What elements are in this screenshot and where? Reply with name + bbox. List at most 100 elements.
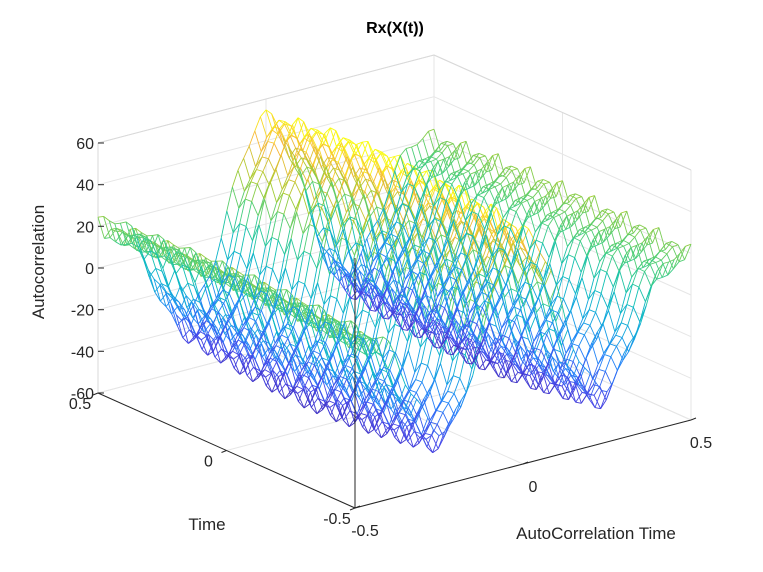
mesh-line (470, 320, 478, 325)
mesh-line (463, 324, 470, 334)
mesh-line (367, 267, 375, 276)
mesh-line (365, 178, 372, 191)
mesh-line (440, 331, 448, 354)
mesh-line (391, 393, 398, 401)
mesh-line (544, 270, 552, 286)
mesh-line (626, 304, 634, 308)
mesh-line (452, 261, 460, 277)
mesh-line (542, 225, 549, 244)
mesh-line (431, 296, 438, 313)
mesh-line (331, 339, 339, 358)
mesh-line (420, 328, 427, 338)
mesh-line (164, 291, 172, 304)
mesh-line (516, 225, 523, 244)
mesh-line (610, 356, 618, 371)
mesh-line (544, 304, 552, 320)
mesh-line (423, 193, 431, 206)
mesh-line (503, 219, 510, 224)
mesh-line (182, 254, 190, 268)
mesh-line (326, 363, 335, 386)
mesh-line (447, 143, 454, 147)
mesh-line (439, 258, 447, 269)
mesh-line (292, 372, 300, 389)
mesh-line (345, 167, 354, 185)
mesh-line (313, 304, 319, 306)
mesh-line (434, 346, 440, 349)
mesh-line (536, 179, 544, 189)
mesh-line (617, 359, 624, 371)
mesh-line (539, 198, 547, 221)
mesh-line (278, 307, 286, 312)
mesh-line (486, 235, 493, 253)
mesh-line (375, 302, 382, 312)
mesh-line (608, 331, 616, 345)
mesh-line (474, 168, 482, 186)
mesh-line (315, 234, 323, 247)
mesh-line (589, 325, 597, 340)
mesh-line (257, 315, 265, 333)
mesh-line (614, 322, 622, 333)
mesh-line (529, 366, 536, 376)
mesh-line (333, 274, 340, 282)
mesh-line (632, 286, 640, 308)
mesh-line (176, 317, 185, 326)
mesh-line (390, 202, 398, 207)
mesh-line (506, 283, 514, 306)
mesh-line (551, 309, 559, 314)
mesh-line (404, 399, 411, 403)
mesh-line (170, 302, 177, 316)
mesh-line (319, 339, 326, 343)
mesh-line (369, 295, 377, 311)
mesh-line (303, 121, 310, 134)
mesh-line (444, 173, 452, 183)
mesh-line (401, 350, 409, 368)
mesh-line (413, 186, 421, 201)
mesh-line (446, 360, 453, 386)
mesh-line (442, 402, 449, 413)
mesh-line (453, 220, 461, 243)
mesh-line (346, 368, 353, 380)
mesh-line (625, 283, 633, 294)
mesh-line (403, 239, 410, 253)
mesh-line (323, 227, 331, 232)
mesh-line (492, 155, 500, 178)
mesh-line (233, 223, 241, 252)
mesh-line (508, 324, 516, 339)
mesh-line (261, 141, 269, 158)
mesh-line (453, 375, 460, 379)
mesh-line (350, 216, 357, 221)
mesh-line (538, 195, 547, 213)
mesh-line (448, 207, 456, 231)
mesh-line (507, 184, 515, 207)
mesh-line (418, 179, 425, 195)
mesh-line (400, 286, 407, 303)
mesh-line (233, 250, 241, 255)
mesh-line (276, 124, 285, 146)
mesh-line (588, 290, 596, 300)
mesh-line (402, 203, 410, 221)
mesh-line (382, 411, 389, 425)
mesh-line (388, 309, 395, 320)
mesh-line (400, 314, 409, 331)
mesh-line (329, 407, 337, 422)
mesh-line (501, 315, 508, 329)
mesh-line (330, 295, 337, 300)
mesh-line (298, 284, 306, 310)
mesh-line (547, 211, 554, 216)
mesh-line (380, 271, 388, 288)
mesh-line (373, 281, 380, 290)
mesh-line (247, 252, 254, 278)
mesh-line (587, 195, 596, 212)
mesh-line (640, 244, 648, 253)
mesh-line (209, 336, 217, 345)
mesh-line (215, 260, 223, 278)
mesh-line (442, 274, 450, 286)
mesh-line (256, 336, 263, 347)
mesh-line (469, 184, 476, 189)
mesh-line (368, 429, 375, 434)
mesh-line (599, 252, 607, 270)
mesh-line (538, 205, 546, 213)
z-tick-label: -40 (71, 344, 94, 361)
mesh-line (542, 303, 550, 308)
mesh-line (266, 356, 274, 371)
